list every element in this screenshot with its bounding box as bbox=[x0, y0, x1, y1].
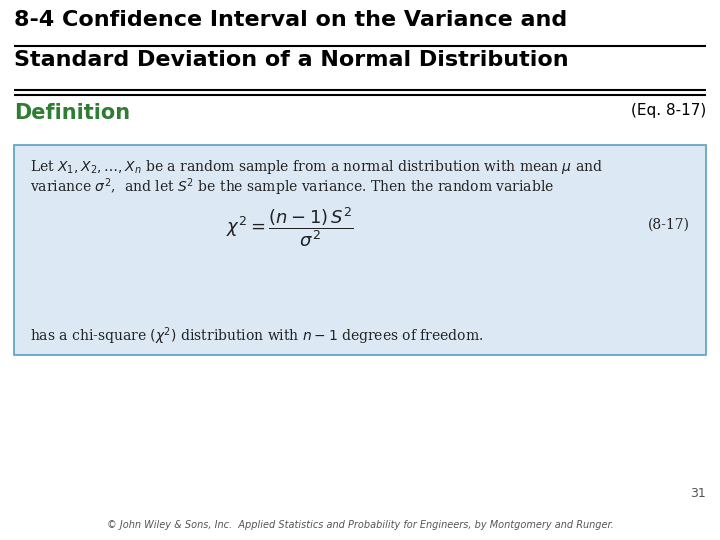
Text: 31: 31 bbox=[690, 487, 706, 500]
Text: Let $X_1, X_2, \ldots, X_n$ be a random sample from a normal distribution with m: Let $X_1, X_2, \ldots, X_n$ be a random … bbox=[30, 158, 603, 176]
Text: $\chi^2 = \dfrac{(n-1)\,S^2}{\sigma^2}$: $\chi^2 = \dfrac{(n-1)\,S^2}{\sigma^2}$ bbox=[226, 205, 354, 249]
Text: Standard Deviation of a Normal Distribution: Standard Deviation of a Normal Distribut… bbox=[14, 50, 569, 70]
Text: Definition: Definition bbox=[14, 103, 130, 123]
Text: (8-17): (8-17) bbox=[648, 218, 690, 232]
Text: © John Wiley & Sons, Inc.  Applied Statistics and Probability for Engineers, by : © John Wiley & Sons, Inc. Applied Statis… bbox=[107, 520, 613, 530]
Text: (Eq. 8-17): (Eq. 8-17) bbox=[631, 103, 706, 118]
Text: 8-4 Confidence Interval on the Variance and: 8-4 Confidence Interval on the Variance … bbox=[14, 10, 567, 30]
FancyBboxPatch shape bbox=[14, 145, 706, 355]
Text: variance $\sigma^2$,  and let $S^2$ be the sample variance. Then the random vari: variance $\sigma^2$, and let $S^2$ be th… bbox=[30, 176, 554, 198]
Text: has a chi-square $(\chi^2)$ distribution with $n - 1$ degrees of freedom.: has a chi-square $(\chi^2)$ distribution… bbox=[30, 325, 483, 347]
